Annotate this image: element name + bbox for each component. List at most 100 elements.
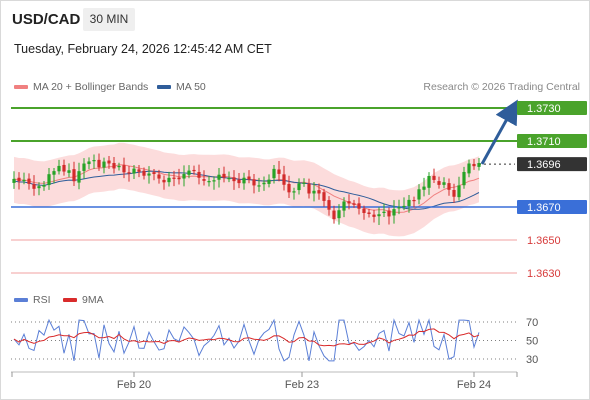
- ma50-swatch: [157, 85, 171, 90]
- rsi-tick-label: 70: [526, 317, 538, 329]
- level-label-current: 1.3696: [527, 159, 561, 171]
- candle: [427, 172, 431, 195]
- candle: [357, 197, 361, 215]
- legend-ma20: MA 20 + Bollinger Bands: [14, 81, 148, 93]
- candle: [377, 207, 381, 225]
- legend-9ma-label: 9MA: [82, 294, 104, 306]
- candle: [387, 207, 391, 225]
- candle: [62, 159, 66, 176]
- candle: [367, 208, 371, 218]
- candle: [97, 153, 101, 171]
- candle: [287, 175, 291, 198]
- candle: [132, 164, 136, 179]
- legend-ma50-label: MA 50: [176, 81, 206, 93]
- candle: [22, 172, 26, 185]
- x-axis-label: Feb 23: [285, 379, 319, 391]
- level-label-resistance: 1.3710: [527, 136, 561, 148]
- candle: [122, 157, 126, 179]
- candle: [192, 165, 196, 175]
- candle: [57, 159, 61, 175]
- candle: [147, 166, 151, 184]
- symbol-title: USD/CAD: [12, 11, 81, 28]
- candle: [227, 171, 231, 183]
- candle: [262, 176, 266, 191]
- candle: [352, 199, 356, 208]
- candle: [112, 156, 116, 174]
- x-axis: Feb 20 Feb 23 Feb 24: [11, 371, 518, 391]
- candle: [322, 188, 326, 207]
- candle: [67, 163, 71, 178]
- level-label-support: 1.3650: [527, 235, 561, 247]
- rsi-ma-line: [13, 328, 480, 347]
- candle: [92, 154, 96, 169]
- rsi-tick-label: 50: [526, 336, 538, 348]
- candle: [282, 165, 286, 191]
- level-badge-current: [517, 157, 587, 172]
- candle: [202, 170, 206, 186]
- candle: [407, 195, 411, 213]
- candle: [272, 165, 276, 184]
- candle: [467, 159, 471, 178]
- candle: [242, 172, 246, 190]
- candle: [102, 157, 106, 174]
- candle: [212, 176, 216, 190]
- candle: [222, 166, 226, 183]
- candle: [207, 175, 211, 187]
- candle: [312, 181, 316, 202]
- candle: [392, 200, 396, 224]
- timeframe-badge[interactable]: 30 MIN: [83, 8, 135, 31]
- candle: [37, 182, 41, 196]
- candle: [422, 177, 426, 197]
- candle: [252, 173, 256, 194]
- candle: [182, 165, 186, 187]
- candle: [317, 183, 321, 200]
- candle: [157, 169, 161, 184]
- candle: [47, 168, 51, 190]
- candle: [402, 197, 406, 211]
- candle: [172, 170, 176, 187]
- candle: [117, 162, 121, 171]
- candle: [42, 181, 46, 191]
- candle: [267, 174, 271, 188]
- candle: [412, 196, 416, 208]
- rsi-swatch: [14, 298, 28, 303]
- bollinger-band-fill: [14, 142, 479, 237]
- candle: [127, 165, 131, 182]
- candle: [347, 194, 351, 210]
- rsi-panel: 70 50 30: [11, 317, 538, 366]
- candle: [307, 178, 311, 199]
- candle: [442, 177, 446, 189]
- candle: [417, 184, 421, 205]
- legend-9ma: 9MA: [63, 294, 104, 306]
- 9ma-swatch: [63, 298, 77, 303]
- x-axis-label: Feb 24: [457, 379, 491, 391]
- candlesticks: [12, 153, 481, 225]
- candle: [17, 172, 21, 190]
- projection-arrow: [480, 99, 518, 165]
- candle: [302, 178, 306, 187]
- candle: [342, 197, 346, 218]
- candle: [257, 177, 261, 192]
- candle: [477, 158, 481, 171]
- credit-text: Research © 2026 Trading Central: [423, 81, 580, 93]
- level-badge-resistance: [517, 101, 587, 115]
- candle: [177, 168, 181, 185]
- candle: [107, 156, 111, 169]
- candle: [432, 168, 436, 184]
- x-axis-label: Feb 20: [117, 379, 151, 391]
- candle: [277, 160, 281, 182]
- level-label-support: 1.3630: [527, 268, 561, 280]
- level-badge-resistance: [517, 134, 587, 148]
- candle: [362, 205, 366, 220]
- level-badge-pivot: [517, 200, 587, 214]
- candle: [447, 178, 451, 196]
- candle: [187, 165, 191, 179]
- candle: [397, 199, 401, 215]
- ma20-swatch: [14, 85, 28, 90]
- candle: [162, 175, 166, 190]
- candle: [297, 178, 301, 195]
- level-lines: [11, 107, 517, 274]
- bollinger-band: [14, 142, 479, 237]
- candle: [437, 176, 441, 189]
